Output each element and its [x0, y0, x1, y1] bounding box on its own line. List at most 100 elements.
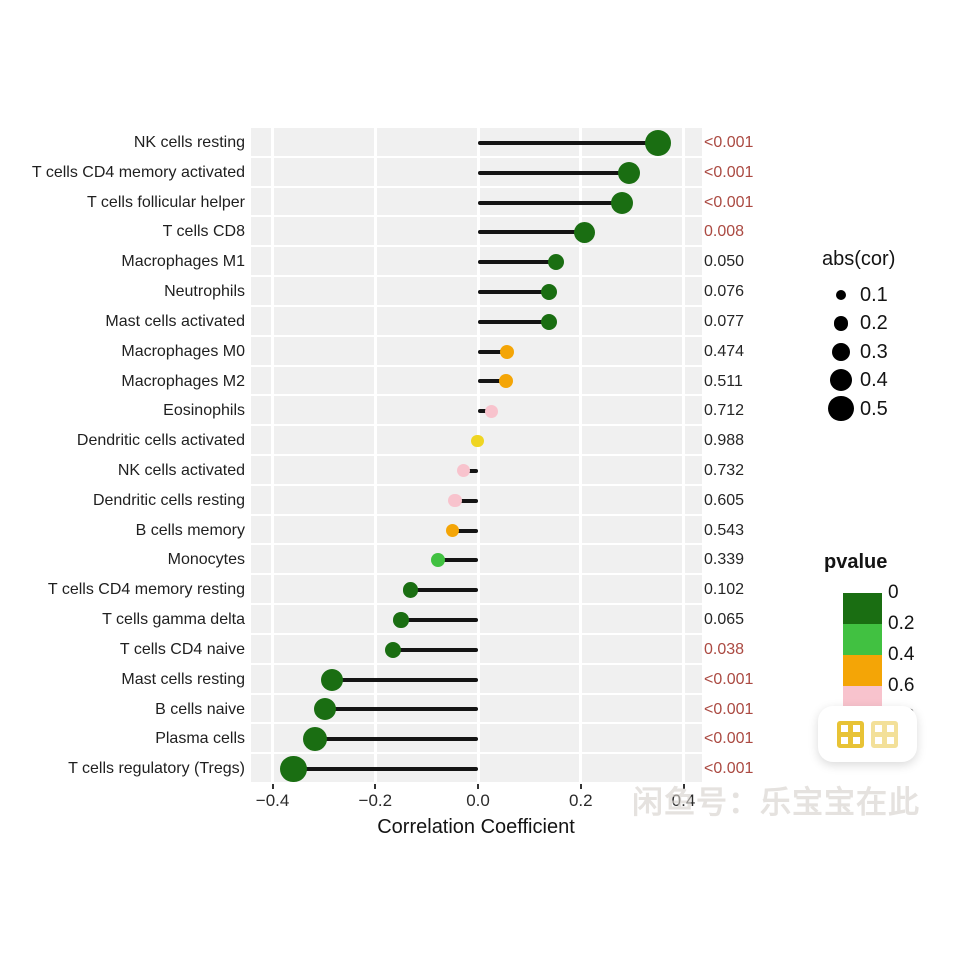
colorbar-tick-label: 0	[888, 582, 899, 603]
gridline-vertical	[476, 128, 480, 784]
row-band	[251, 247, 702, 276]
pvalue-label: 0.076	[704, 283, 745, 301]
lollipop-dot	[302, 727, 327, 752]
lollipop-stem	[410, 588, 479, 593]
colorbar-band	[843, 593, 882, 624]
size-legend-label: 0.1	[860, 284, 888, 306]
gridline-vertical	[271, 128, 275, 784]
lollipop-dot	[280, 755, 307, 783]
pvalue-label: 0.077	[704, 312, 745, 330]
category-label: Dendritic cells activated	[76, 432, 245, 450]
pvalue-label: 0.712	[704, 402, 745, 420]
lollipop-stem	[331, 677, 479, 682]
lollipop-stem	[478, 170, 629, 175]
pvalue-label: 0.065	[704, 611, 745, 629]
pvalue-label: <0.001	[704, 134, 754, 151]
category-label: NK cells resting	[133, 134, 245, 151]
x-axis-title: Correlation Coefficient	[377, 816, 575, 838]
watermark-text: 闲鱼号：乐宝宝在此	[632, 785, 920, 821]
x-tick-label: 0.4	[671, 791, 696, 810]
category-label: NK cells activated	[117, 462, 245, 479]
size-legend-item: 0.5	[822, 395, 952, 423]
size-legend-label: 0.2	[860, 312, 888, 335]
lollipop-stem	[463, 468, 479, 473]
pvalue-label: 0.038	[704, 640, 745, 658]
size-legend-item: 0.2	[822, 309, 952, 337]
lollipop-dot	[314, 698, 337, 721]
pvalue-label: 0.543	[704, 521, 745, 539]
pvalue-label: 0.102	[704, 581, 745, 599]
size-legend-item: 0.3	[822, 338, 952, 366]
lollipop-dot	[430, 553, 445, 568]
gridline-vertical	[373, 128, 377, 784]
lollipop-stem	[478, 409, 492, 414]
lollipop-stem	[478, 319, 549, 324]
pvalue-label: 0.339	[704, 551, 745, 569]
lollipop-dot	[644, 129, 671, 156]
lollipop-stem	[478, 260, 556, 265]
category-label: Plasma cells	[155, 730, 245, 748]
pvalue-label: <0.001	[704, 730, 754, 748]
lollipop-dot	[471, 434, 484, 448]
lollipop-stem	[437, 558, 479, 563]
lollipop-dot	[445, 523, 460, 538]
lollipop-stem	[400, 618, 479, 622]
pvalue-label: 0.050	[704, 253, 745, 271]
row-band	[251, 217, 702, 246]
size-legend-dot	[828, 396, 854, 422]
x-tick-label: −0.2	[358, 791, 393, 810]
lollipop-dot	[498, 374, 513, 389]
category-label: T cells CD4 memory resting	[47, 581, 245, 599]
x-tick-mark	[579, 784, 582, 789]
category-label: T cells CD4 naive	[119, 640, 245, 658]
category-label: B cells naive	[155, 700, 245, 718]
row-band	[251, 366, 702, 395]
lollipop-dot	[456, 464, 470, 478]
lollipop-stem	[314, 737, 479, 742]
lollipop-stem	[478, 140, 658, 145]
pvalue-legend: pvalue 00.20.40.60.8	[822, 551, 952, 748]
lollipop-dot	[499, 344, 514, 359]
lollipop-dot	[393, 612, 409, 628]
lollipop-stem	[454, 498, 479, 503]
lollipop-dot	[485, 404, 499, 418]
size-legend-dot	[831, 342, 851, 362]
x-tick-label: −0.4	[255, 791, 290, 810]
lollipop-stem	[478, 290, 549, 294]
lollipop-stem	[293, 767, 479, 772]
pvalue-label: 0.474	[704, 342, 745, 360]
lollipop-stem	[478, 230, 585, 235]
x-tick-label: 0.0	[466, 791, 490, 810]
xianyu-watermark-badge	[818, 706, 917, 762]
size-legend-label: 0.4	[860, 369, 888, 392]
lollipop-dot	[617, 161, 640, 184]
size-legend-dot	[830, 369, 852, 392]
pvalue-label: <0.001	[704, 193, 754, 211]
lollipop-dot	[320, 668, 343, 691]
size-legend-label: 0.3	[860, 340, 888, 363]
size-legend-dot	[835, 289, 847, 301]
size-legend-item: 0.1	[822, 281, 952, 309]
lollipop-dot	[448, 494, 462, 508]
pvalue-label: 0.605	[704, 491, 745, 509]
pvalue-label: 0.511	[704, 372, 743, 390]
lollipop-dot	[540, 284, 557, 300]
lollipop-stem	[325, 707, 479, 712]
category-label: Macrophages M2	[121, 372, 245, 390]
x-tick-label: 0.2	[568, 791, 593, 810]
lollipop-dot	[540, 313, 557, 330]
size-legend-item: 0.4	[822, 366, 952, 394]
category-label: T cells CD4 memory activated	[31, 163, 245, 181]
x-tick-mark	[374, 784, 377, 789]
row-band	[251, 306, 702, 335]
category-label: Eosinophils	[163, 402, 245, 420]
category-label: Macrophages M0	[121, 342, 245, 360]
category-label: T cells follicular helper	[87, 193, 245, 211]
category-label: Macrophages M1	[121, 253, 245, 271]
size-legend-dot	[833, 316, 849, 331]
lollipop-dot	[547, 254, 564, 271]
pvalue-legend-title: pvalue	[824, 551, 888, 573]
category-label: Mast cells resting	[121, 670, 245, 688]
pvalue-label: <0.001	[704, 700, 754, 718]
